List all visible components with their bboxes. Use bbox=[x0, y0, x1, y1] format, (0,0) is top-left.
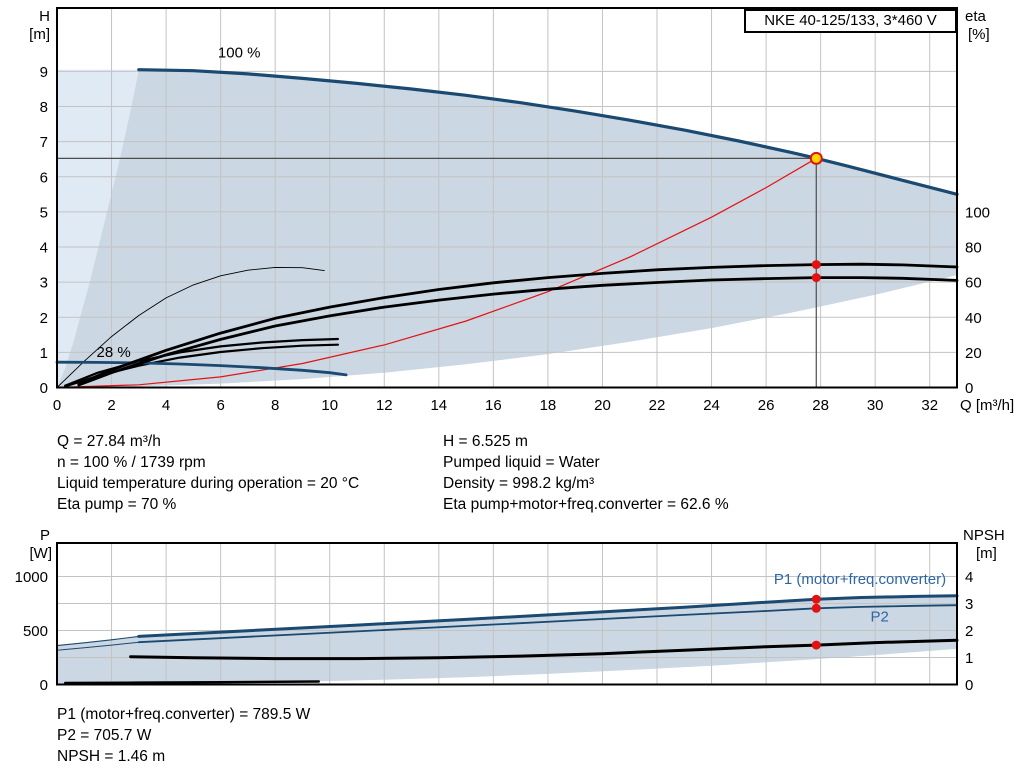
x-tick-label: 0 bbox=[53, 397, 61, 414]
p2-curve bbox=[137, 604, 958, 644]
speed-28-label: 28 % bbox=[97, 344, 131, 361]
p1-curve-label: P1 (motor+freq.converter) bbox=[774, 571, 946, 588]
eta-pump-curve bbox=[77, 262, 959, 386]
x-tick-label: 10 bbox=[321, 397, 338, 414]
axis-title: NPSH bbox=[963, 527, 1005, 544]
power-envelope bbox=[57, 595, 957, 685]
y-left-tick-label: 6 bbox=[40, 169, 48, 186]
x-tick-label: 28 bbox=[812, 397, 829, 414]
envelope-light-region bbox=[57, 69, 139, 388]
npsh-28-curve bbox=[64, 680, 320, 685]
p2-value-text: P2 = 705.7 W bbox=[57, 727, 152, 744]
npsh-value-text: NPSH = 1.46 m bbox=[57, 748, 166, 765]
operating-data-right: H = 6.525 m Pumped liquid = Water Densit… bbox=[443, 431, 729, 515]
x-tick-label: 16 bbox=[485, 397, 502, 414]
axis-title: eta bbox=[965, 8, 987, 25]
y-left-tick-label: 1000 bbox=[15, 569, 48, 586]
y-right-tick-label: 2 bbox=[965, 623, 973, 640]
eta-total-curve bbox=[77, 276, 959, 387]
npsh-dot[interactable] bbox=[811, 640, 821, 650]
eta-arc-small bbox=[56, 266, 325, 388]
p1-curve bbox=[137, 594, 959, 638]
pump-model-badge: NKE 40-125/133, 3*460 V bbox=[744, 9, 957, 33]
eta-pump-dot[interactable] bbox=[811, 260, 821, 270]
p2-lead-thin bbox=[56, 641, 140, 651]
x-tick-label: 4 bbox=[162, 397, 170, 414]
y-left-tick-label: 8 bbox=[40, 99, 48, 116]
pumped-liquid-text: Pumped liquid = Water bbox=[443, 454, 600, 471]
y-right-tick-label: 3 bbox=[965, 596, 973, 613]
envelope-operating-range bbox=[57, 69, 957, 388]
pump-curve-28 bbox=[55, 360, 348, 377]
x-tick-label: 30 bbox=[867, 397, 884, 414]
x-tick-label: 20 bbox=[594, 397, 611, 414]
eta-total-dot[interactable] bbox=[811, 273, 821, 283]
eta-total-text: Eta pump+motor+freq.converter = 62.6 % bbox=[443, 496, 729, 513]
y-left-tick-label: 4 bbox=[40, 240, 48, 257]
y-right-tick-label: 100 bbox=[965, 204, 990, 221]
power-npsh-data: P1 (motor+freq.converter) = 789.5 W P2 =… bbox=[57, 704, 310, 767]
duty-point-marker[interactable] bbox=[809, 151, 823, 165]
y-left-tick-label: 3 bbox=[40, 275, 48, 292]
p1-dot[interactable] bbox=[811, 594, 821, 604]
y-left-tick-label: 5 bbox=[40, 204, 48, 221]
npsh-curve bbox=[129, 638, 959, 661]
y-left-tick-label: 0 bbox=[40, 677, 48, 694]
plot-frame bbox=[56, 542, 958, 686]
pump-curve-100 bbox=[137, 68, 959, 196]
density-text: Density = 998.2 kg/m³ bbox=[443, 475, 595, 492]
x-tick-label: 26 bbox=[758, 397, 775, 414]
y-left-tick-label: 500 bbox=[23, 623, 48, 640]
eta-pump-text: Eta pump = 70 % bbox=[57, 496, 177, 513]
axis-title: [m] bbox=[976, 545, 997, 562]
p1-value-text: P1 (motor+freq.converter) = 789.5 W bbox=[57, 706, 311, 723]
x-tick-label: 32 bbox=[921, 397, 938, 414]
y-right-tick-label: 80 bbox=[965, 240, 982, 257]
y-left-tick-label: 9 bbox=[40, 64, 48, 81]
affinity-curve-to-duty bbox=[56, 157, 817, 389]
y-right-tick-label: 40 bbox=[965, 310, 982, 327]
y-right-tick-label: 0 bbox=[965, 380, 973, 397]
axis-title: P bbox=[40, 527, 50, 544]
axis-title: [m] bbox=[29, 26, 50, 43]
y-right-tick-label: 20 bbox=[965, 345, 982, 362]
duty-flow-text: Q = 27.84 m³/h bbox=[57, 433, 161, 450]
x-tick-label: 18 bbox=[540, 397, 557, 414]
x-tick-label: 22 bbox=[649, 397, 666, 414]
plot-frame bbox=[56, 7, 958, 389]
speed-100-label: 100 % bbox=[218, 44, 261, 61]
y-right-tick-label: 1 bbox=[965, 650, 973, 667]
y-left-tick-label: 7 bbox=[40, 134, 48, 151]
liquid-temperature-text: Liquid temperature during operation = 20… bbox=[57, 475, 360, 492]
x-tick-label: 12 bbox=[376, 397, 393, 414]
y-left-tick-label: 1 bbox=[40, 345, 48, 362]
p2-dot[interactable] bbox=[811, 603, 821, 613]
axis-title: H bbox=[39, 8, 50, 25]
speed-text: n = 100 % / 1739 rpm bbox=[57, 454, 206, 471]
p1-lead-thin bbox=[56, 635, 140, 647]
axis-title: [%] bbox=[968, 26, 990, 43]
y-right-tick-label: 60 bbox=[965, 275, 982, 292]
p2-curve-label: P2 bbox=[870, 608, 888, 625]
y-left-tick-label: 2 bbox=[40, 310, 48, 327]
eta-28-upper bbox=[64, 337, 339, 387]
x-tick-label: 14 bbox=[430, 397, 447, 414]
y-left-tick-label: 0 bbox=[40, 380, 48, 397]
duty-head-text: H = 6.525 m bbox=[443, 433, 528, 450]
x-tick-label: 2 bbox=[107, 397, 115, 414]
operating-data-left: Q = 27.84 m³/h n = 100 % / 1739 rpm Liqu… bbox=[57, 431, 359, 515]
axis-title: Q [m³/h] bbox=[960, 397, 1014, 414]
y-right-tick-label: 4 bbox=[965, 569, 973, 586]
y-right-tick-label: 0 bbox=[965, 677, 973, 694]
x-tick-label: 6 bbox=[216, 397, 224, 414]
x-tick-label: 24 bbox=[703, 397, 720, 414]
x-tick-label: 8 bbox=[271, 397, 279, 414]
axis-title: [W] bbox=[30, 545, 53, 562]
